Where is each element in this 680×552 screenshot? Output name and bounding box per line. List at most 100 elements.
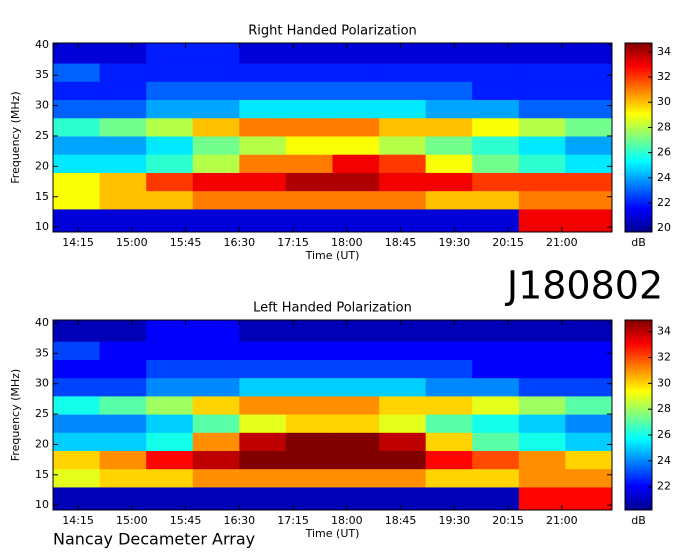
- heat-cell: [379, 450, 427, 470]
- heat-cell: [565, 81, 613, 101]
- x-tick-label: 19:30: [438, 514, 470, 527]
- heat-cell: [146, 154, 194, 173]
- heat-cell: [146, 359, 194, 379]
- heat-cell: [53, 377, 101, 397]
- x-axis-label: Time (UT): [305, 249, 360, 262]
- heat-cell: [472, 135, 520, 155]
- heat-cell: [379, 172, 427, 192]
- x-tick-label: 20:15: [492, 514, 524, 527]
- heat-cell: [239, 63, 287, 82]
- heat-cell: [472, 154, 520, 173]
- heat-cell: [239, 135, 287, 155]
- x-tick-label: 15:45: [170, 514, 202, 527]
- heat-cell: [99, 414, 147, 433]
- heat-cell: [192, 377, 240, 397]
- heat-cell: [425, 377, 473, 397]
- heat-cell: [239, 341, 287, 360]
- x-axis-label: Time (UT): [305, 527, 360, 540]
- heat-cell: [425, 432, 473, 452]
- x-tick-label: 21:00: [546, 514, 578, 527]
- heat-cell: [146, 414, 194, 433]
- heat-cell: [192, 341, 240, 360]
- heat-cell: [565, 486, 613, 511]
- heat-cell: [99, 341, 147, 360]
- heat-cell: [146, 450, 194, 470]
- heat-cell: [285, 117, 333, 137]
- heat-cell: [565, 43, 613, 64]
- colorbar-tick-label: 28: [657, 120, 671, 133]
- x-tick-label: 19:30: [438, 236, 470, 249]
- heat-cell: [518, 377, 566, 397]
- heat-cell: [518, 81, 566, 101]
- y-axis-label: Frequency (MHz): [9, 91, 22, 183]
- heat-cell: [53, 117, 101, 137]
- heat-cell: [425, 99, 473, 119]
- heat-cell: [239, 468, 287, 488]
- heat-cell: [192, 172, 240, 192]
- heat-cell: [332, 99, 380, 119]
- y-tick-label: 35: [35, 68, 49, 81]
- colorbar-tick-label: 26: [657, 428, 671, 441]
- heat-cell: [239, 450, 287, 470]
- heat-cell: [99, 43, 147, 64]
- heat-cell: [425, 395, 473, 415]
- heat-cell: [425, 486, 473, 511]
- heat-cell: [99, 320, 147, 342]
- x-tick-label: 15:45: [170, 236, 202, 249]
- heat-cell: [53, 135, 101, 155]
- heat-cell: [99, 190, 147, 210]
- heat-cell: [99, 450, 147, 470]
- heat-cell: [285, 320, 333, 342]
- y-tick-label: 25: [35, 129, 49, 142]
- heat-cell: [379, 486, 427, 511]
- heat-cell: [146, 341, 194, 360]
- heat-cell: [379, 117, 427, 137]
- heat-cell: [239, 377, 287, 397]
- heat-cell: [192, 414, 240, 433]
- x-tick-label: 18:00: [331, 514, 363, 527]
- heat-cell: [565, 468, 613, 488]
- heat-cell: [425, 63, 473, 82]
- x-tick-label: 18:45: [385, 236, 417, 249]
- heat-cell: [472, 377, 520, 397]
- heat-cell: [425, 450, 473, 470]
- heat-cell: [518, 172, 566, 192]
- heat-cell: [146, 432, 194, 452]
- heat-cell: [472, 486, 520, 511]
- y-tick-label: 30: [35, 99, 49, 112]
- heat-cell: [239, 190, 287, 210]
- heat-cell: [146, 377, 194, 397]
- heat-cell: [192, 43, 240, 64]
- heat-cell: [425, 190, 473, 210]
- heat-cell: [425, 359, 473, 379]
- heat-cell: [99, 359, 147, 379]
- heat-cell: [472, 450, 520, 470]
- heat-cell: [146, 135, 194, 155]
- heat-cell: [192, 208, 240, 233]
- footer: Nancay Decameter Array: [53, 530, 255, 549]
- heat-cell: [53, 468, 101, 488]
- heat-cell: [99, 432, 147, 452]
- heat-cell: [146, 395, 194, 415]
- heat-cell: [379, 81, 427, 101]
- heat-cell: [285, 208, 333, 233]
- heat-cell: [285, 377, 333, 397]
- heat-cell: [99, 117, 147, 137]
- heat-cell: [425, 468, 473, 488]
- heat-cell: [472, 432, 520, 452]
- x-tick-label: 17:15: [277, 514, 309, 527]
- x-tick-label: 18:45: [385, 514, 417, 527]
- colorbar-tick-label: 24: [657, 171, 671, 184]
- heat-cell: [332, 43, 380, 64]
- y-tick-label: 15: [35, 190, 49, 203]
- heat-cell: [53, 81, 101, 101]
- heat-cell: [565, 450, 613, 470]
- heat-cell: [99, 154, 147, 173]
- y-axis-label: Frequency (MHz): [9, 369, 22, 461]
- heat-cell: [146, 190, 194, 210]
- heat-cell: [285, 154, 333, 173]
- y-tick-label: 20: [35, 437, 49, 450]
- heat-cell: [332, 117, 380, 137]
- heat-cell: [99, 63, 147, 82]
- heat-cell: [518, 341, 566, 360]
